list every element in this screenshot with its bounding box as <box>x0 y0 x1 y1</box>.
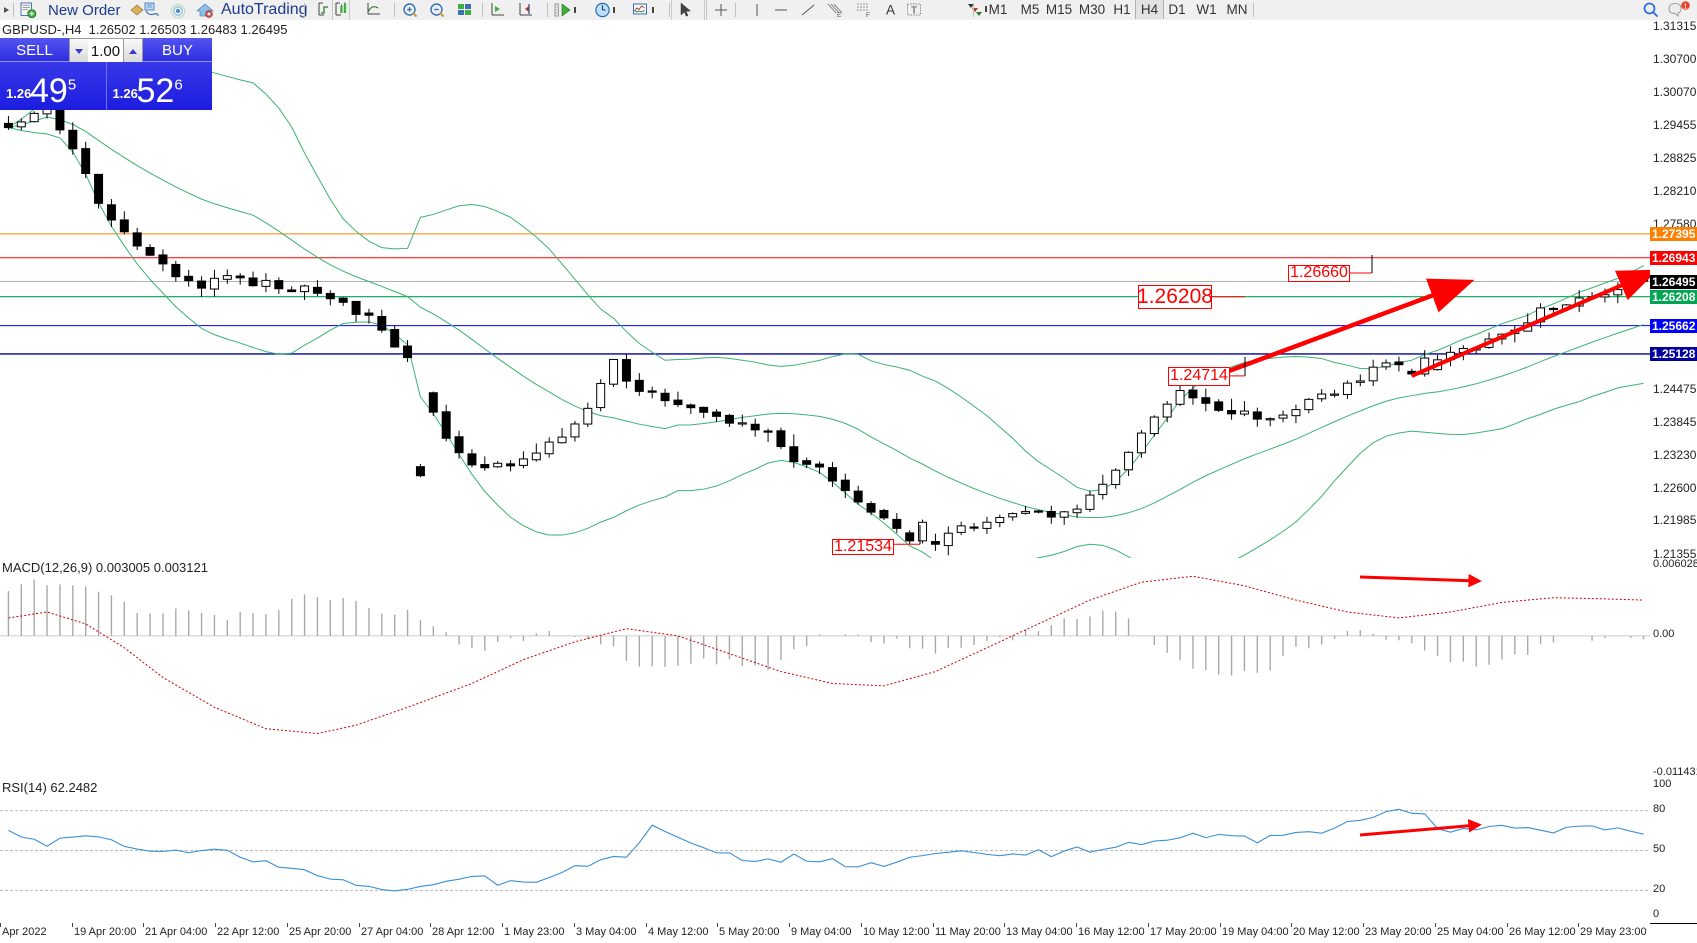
svg-text:F: F <box>866 12 870 18</box>
svg-text:1: 1 <box>1683 2 1687 11</box>
svg-text:T: T <box>911 6 917 17</box>
svg-text:E: E <box>837 12 842 18</box>
svg-text:A: A <box>886 3 895 18</box>
